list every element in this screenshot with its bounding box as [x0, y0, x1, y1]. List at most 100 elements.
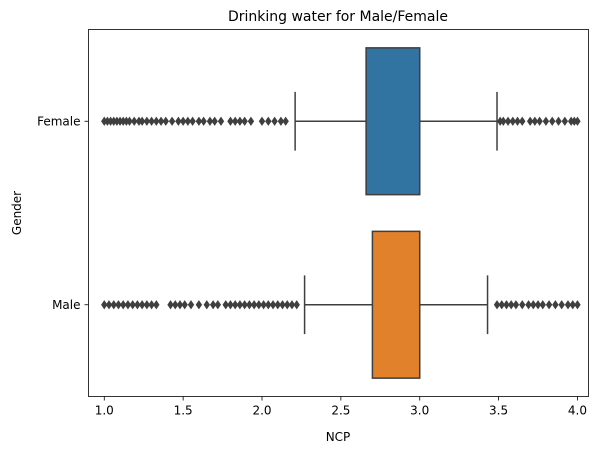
outlier-point — [184, 116, 192, 126]
outlier-point — [211, 116, 218, 126]
outlier-point — [574, 116, 581, 126]
outlier-point — [148, 300, 155, 310]
outlier-point — [115, 300, 122, 310]
outlier-point — [558, 300, 565, 310]
outlier-point — [241, 300, 248, 310]
outlier-point — [124, 300, 132, 310]
plot-area — [101, 47, 581, 379]
outlier-point — [195, 300, 203, 310]
outlier-point — [157, 116, 165, 126]
outlier-point — [231, 300, 239, 310]
outlier-point — [176, 300, 184, 310]
outlier-point — [514, 116, 521, 126]
outlier-point — [203, 300, 210, 310]
outlier-point — [288, 300, 296, 310]
outlier-point — [549, 116, 556, 126]
outlier-point — [236, 300, 244, 310]
x-tick-label: 1.5 — [174, 404, 193, 418]
outlier-point — [189, 116, 196, 126]
x-tick-label: 3.0 — [410, 404, 429, 418]
outlier-point — [231, 116, 239, 126]
box-group-male — [101, 230, 581, 379]
outlier-point — [258, 116, 266, 126]
outlier-point — [265, 116, 272, 126]
x-tick-label: 4.0 — [568, 404, 587, 418]
outlier-point — [498, 300, 505, 310]
outlier-point — [236, 116, 244, 126]
outlier-point — [519, 116, 526, 126]
x-axis-label: NCP — [326, 430, 351, 444]
outlier-point — [162, 116, 169, 126]
outlier-point — [175, 116, 182, 126]
box-male — [371, 230, 421, 379]
outlier-point — [500, 116, 507, 126]
outlier-point — [126, 116, 133, 126]
outlier-point — [179, 116, 187, 126]
outlier-point — [153, 116, 160, 126]
outlier-point — [105, 300, 113, 310]
y-tick-label: Female — [37, 114, 80, 128]
outlier-point — [279, 300, 286, 310]
outlier-point — [265, 300, 272, 310]
outlier-point — [227, 300, 234, 310]
outlier-point — [227, 116, 234, 126]
outlier-point — [539, 300, 546, 310]
outlier-point — [284, 300, 291, 310]
outlier-point — [181, 300, 188, 310]
outlier-point — [519, 300, 526, 310]
outlier-point — [217, 116, 225, 126]
outlier-point — [509, 116, 516, 126]
outlier-point — [508, 300, 515, 310]
outlier-point — [525, 300, 532, 310]
outlier-point — [542, 116, 550, 126]
outlier-point — [247, 116, 255, 126]
outlier-point — [561, 116, 569, 126]
outlier-point — [260, 300, 267, 310]
outlier-point — [206, 116, 214, 126]
outlier-point — [504, 116, 512, 126]
y-axis-label: Gender — [10, 191, 24, 235]
outlier-point — [172, 300, 179, 310]
outlier-point — [277, 116, 285, 126]
box-female — [365, 47, 421, 196]
x-tick-label: 2.5 — [331, 404, 350, 418]
outlier-point — [167, 300, 174, 310]
outlier-point — [187, 300, 195, 310]
outlier-point — [564, 300, 572, 310]
outlier-point — [250, 300, 258, 310]
x-tick-label: 2.0 — [252, 404, 271, 418]
outlier-point — [545, 300, 553, 310]
outlier-point — [129, 300, 136, 310]
outlier-point — [493, 300, 501, 310]
x-axis: 1.0 1.5 2.0 2.5 3.0 3.5 4.0 — [95, 396, 587, 418]
outlier-point — [101, 300, 108, 310]
outlier-point — [241, 116, 248, 126]
x-tick-label: 3.5 — [489, 404, 508, 418]
outlier-point — [293, 300, 300, 310]
y-tick-label: Male — [52, 298, 80, 312]
x-tick-label: 1.0 — [95, 404, 114, 418]
outlier-point — [134, 300, 141, 310]
outlier-point — [552, 300, 559, 310]
outlier-point — [222, 300, 229, 310]
chart-title: Drinking water for Male/Female — [228, 9, 448, 25]
outlier-point — [131, 116, 138, 126]
outlier-point — [138, 300, 146, 310]
outlier-point — [530, 300, 537, 310]
outlier-point — [534, 300, 542, 310]
outlier-point — [282, 116, 289, 126]
outlier-point — [120, 300, 127, 310]
outlier-point — [274, 300, 281, 310]
outlier-point — [269, 300, 277, 310]
outlier-point — [569, 300, 576, 310]
outlier-point — [195, 116, 203, 126]
outlier-point — [110, 300, 117, 310]
outlier-point — [209, 300, 217, 310]
outlier-point — [168, 116, 176, 126]
outlier-point — [271, 116, 278, 126]
box-group-female — [101, 47, 581, 196]
outlier-point — [555, 116, 562, 126]
outlier-point — [246, 300, 253, 310]
outlier-point — [503, 300, 510, 310]
outlier-point — [526, 116, 534, 126]
